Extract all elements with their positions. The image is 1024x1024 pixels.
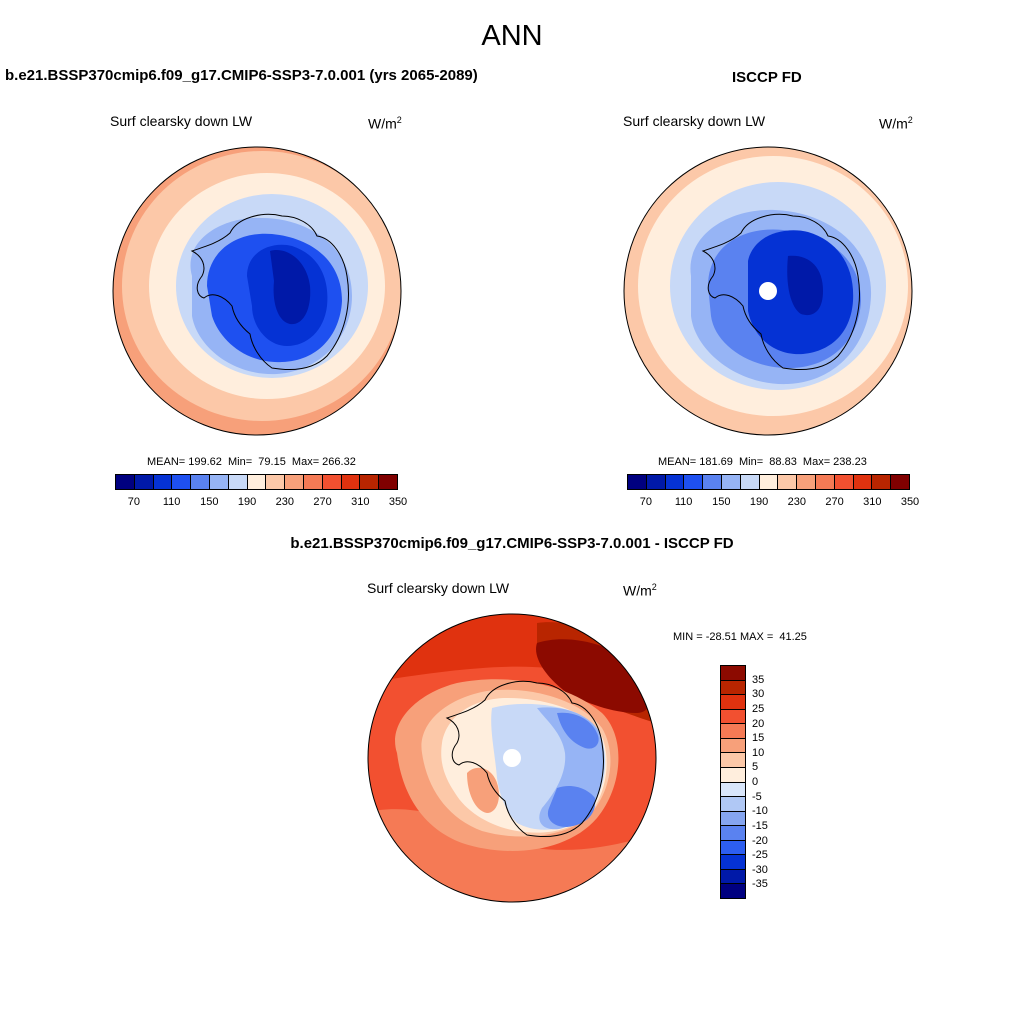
right-colorbar-tick-label: 230 [787, 496, 806, 508]
right-colorbar-tick-label: 70 [639, 496, 652, 508]
diff-panel-title: b.e21.BSSP370cmip6.f09_g17.CMIP6-SSP3-7.… [290, 535, 734, 552]
right-colorbar-box [665, 475, 685, 489]
diff-stats: MIN = -28.51 MAX = 41.25 [673, 631, 807, 643]
diff-colorbar-box [721, 884, 745, 898]
diff-polar-map [367, 613, 657, 903]
diff-colorbar-box [721, 724, 745, 739]
diff-colorbar-tick-label: 20 [752, 717, 765, 730]
diff-colorbar-box [721, 855, 745, 870]
diff-colorbar-tick-label: 0 [752, 776, 759, 788]
right-stats: MEAN= 181.69 Min= 88.83 Max= 238.23 [658, 456, 867, 468]
right-colorbar-box [797, 475, 816, 489]
left-colorbar-box [191, 475, 210, 489]
main-title: ANN [481, 20, 543, 52]
diff-colorbar-box [721, 826, 745, 841]
left-colorbar-box [379, 475, 397, 489]
left-colorbar-tick-label: 350 [388, 496, 408, 508]
left-colorbar-box [228, 475, 248, 489]
diff-colorbar [720, 665, 746, 899]
left-colorbar-tick-label: 190 [237, 496, 257, 508]
diff-colorbar-tick-label: 25 [752, 702, 765, 715]
diff-colorbar-box [721, 811, 745, 827]
diff-colorbar-labels: 35 30 25 20 15 10 5 0 -5 -10 -15 -20 -25 -30 -35 [752, 665, 792, 899]
right-polar-map [623, 146, 913, 436]
left-colorbar-box [266, 475, 286, 489]
diff-colorbar-box [721, 767, 745, 783]
right-colorbar-box [853, 475, 873, 489]
diff-colorbar-box [721, 680, 745, 696]
left-colorbar-box [172, 475, 192, 489]
diff-colorbar-tick-label: 35 [752, 673, 765, 686]
right-colorbar-tick-label: 110 [674, 496, 693, 508]
right-colorbar-tick-label: 350 [900, 496, 920, 508]
left-colorbar-box [134, 475, 154, 489]
diff-colorbar-box [721, 695, 745, 710]
left-colorbar-box [247, 475, 267, 489]
diff-colorbar-box [721, 840, 745, 856]
diff-colorbar-tick-label: -25 [752, 849, 768, 862]
right-variable-label: Surf clearsky down LW [623, 113, 766, 129]
diff-colorbar-box [721, 797, 745, 812]
left-colorbar-box [360, 475, 380, 489]
diff-colorbar-tick-label: 15 [752, 732, 765, 745]
diff-colorbar-box [721, 738, 745, 754]
right-colorbar-box [703, 475, 722, 489]
diff-colorbar-tick-label: 5 [752, 761, 759, 774]
left-colorbar-box [341, 475, 361, 489]
diff-colorbar-box [721, 666, 745, 681]
right-panel-title: ISCCP FD [732, 69, 802, 86]
diff-colorbar-tick-label: 10 [752, 746, 765, 759]
diff-colorbar-tick-label: -30 [752, 863, 768, 876]
diff-colorbar-tick-label: -15 [752, 819, 768, 832]
left-colorbar-box [209, 475, 229, 489]
right-colorbar-tick-label: 270 [825, 496, 844, 508]
right-colorbar-box [778, 475, 798, 489]
right-colorbar-box [740, 475, 760, 489]
left-colorbar-tick-label: 310 [351, 496, 370, 508]
right-colorbar-box [628, 475, 647, 489]
left-colorbar-box [285, 475, 304, 489]
left-units: W/m2 [368, 115, 402, 132]
diff-colorbar-box [721, 782, 745, 798]
right-colorbar-tick-label: 190 [749, 496, 769, 508]
left-colorbar [115, 474, 398, 490]
right-units: W/m2 [879, 115, 913, 132]
right-colorbar-box [834, 475, 854, 489]
right-colorbar-box [891, 475, 909, 489]
left-polar-map [112, 146, 402, 436]
right-colorbar-box [721, 475, 741, 489]
right-colorbar-box [684, 475, 704, 489]
left-colorbar-box [116, 475, 135, 489]
right-colorbar-box [646, 475, 666, 489]
left-stats: MEAN= 199.62 Min= 79.15 Max= 266.32 [147, 456, 356, 468]
left-colorbar-box [153, 475, 173, 489]
right-colorbar [627, 474, 910, 490]
left-colorbar-tick-label: 230 [275, 496, 294, 508]
left-colorbar-tick-label: 110 [162, 496, 181, 508]
diff-colorbar-box [721, 709, 745, 725]
left-colorbar-tick-label: 150 [200, 496, 219, 508]
diff-colorbar-tick-label: -10 [752, 805, 768, 818]
left-colorbar-tick-label: 270 [313, 496, 332, 508]
diff-colorbar-box [721, 869, 745, 885]
right-colorbar-tick-label: 150 [712, 496, 731, 508]
left-colorbar-box [303, 475, 323, 489]
diff-units: W/m2 [623, 582, 657, 599]
left-colorbar-labels: 70 110 150 190 230 270 310 350 [115, 496, 407, 510]
diff-variable-label: Surf clearsky down LW [367, 580, 510, 596]
diff-colorbar-tick-label: 30 [752, 688, 765, 701]
left-panel-title: b.e21.BSSP370cmip6.f09_g17.CMIP6-SSP3-7.… [5, 67, 478, 84]
diff-colorbar-tick-label: -35 [752, 878, 768, 891]
right-colorbar-box [759, 475, 779, 489]
right-colorbar-box [872, 475, 892, 489]
diff-colorbar-tick-label: -5 [752, 790, 762, 803]
left-colorbar-box [322, 475, 342, 489]
left-colorbar-tick-label: 70 [127, 496, 140, 508]
right-colorbar-tick-label: 310 [863, 496, 882, 508]
right-colorbar-labels: 70 110 150 190 230 270 310 350 [627, 496, 919, 510]
diff-colorbar-box [721, 753, 745, 768]
diff-colorbar-tick-label: -20 [752, 834, 768, 847]
right-colorbar-box [815, 475, 835, 489]
left-variable-label: Surf clearsky down LW [110, 113, 253, 129]
